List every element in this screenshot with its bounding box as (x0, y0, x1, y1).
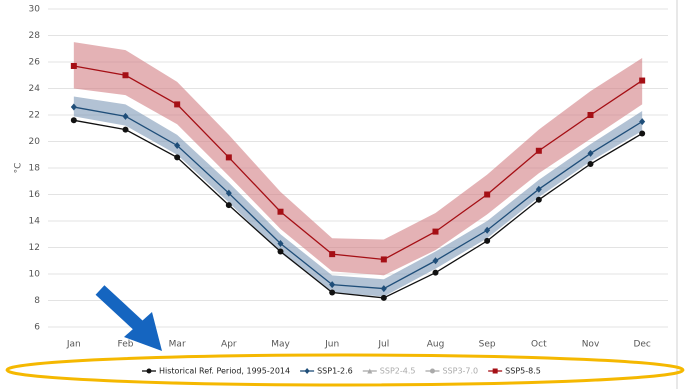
marker (329, 281, 336, 289)
marker (484, 226, 491, 234)
series-line (73, 65, 643, 261)
marker (122, 72, 129, 79)
y-tick-label: 26 (29, 58, 41, 68)
marker (122, 126, 129, 133)
marker (277, 240, 284, 248)
legend-label: SSP2-4.5 (380, 367, 416, 376)
y-tick-label: 22 (29, 111, 40, 121)
marker (146, 368, 152, 374)
marker (429, 368, 435, 374)
legend-label: SSP5-8.5 (505, 367, 541, 376)
y-tick-label: 6 (34, 323, 40, 333)
legend-label: Historical Ref. Period, 1995-2014 (159, 367, 290, 376)
y-tick-label: 14 (29, 217, 41, 227)
range-band (73, 42, 643, 276)
marker (535, 185, 542, 193)
x-tick-label: Jul (377, 340, 389, 350)
series-line (73, 119, 643, 299)
y-tick-label: 8 (34, 296, 40, 306)
y-tick-label: 20 (29, 137, 41, 147)
y-tick-label: 24 (29, 84, 41, 94)
marker (70, 62, 77, 69)
marker (432, 228, 439, 235)
marker (70, 103, 77, 111)
marker (587, 149, 594, 157)
y-tick-label: 18 (29, 164, 41, 174)
marker (380, 285, 387, 293)
legend: Historical Ref. Period, 1995-2014 SSP1-2.… (142, 367, 541, 376)
legend-item: SSP1-2.6 (300, 367, 353, 376)
legend-label: SSP3-7.0 (442, 367, 478, 376)
legend-item: SSP3-7.0 (425, 367, 478, 376)
legend-item: SSP5-8.5 (488, 367, 541, 376)
y-axis-label: °C (14, 163, 24, 174)
x-tick-label: Jun (324, 340, 339, 350)
x-tick-label: Sep (479, 340, 496, 350)
series-line (73, 106, 643, 290)
marker (329, 251, 336, 258)
x-tick-label: Aug (427, 340, 445, 350)
arrow (95, 285, 162, 351)
y-tick-label: 10 (29, 270, 41, 280)
marker (225, 189, 232, 197)
highlight-ellipse (5, 353, 685, 387)
marker (587, 161, 594, 168)
marker (174, 141, 181, 149)
x-tick-label: Oct (531, 340, 547, 350)
x-tick-label: Feb (118, 340, 134, 350)
marker (492, 368, 498, 374)
legend-label: SSP1-2.6 (317, 367, 353, 376)
arrow-head (124, 312, 162, 351)
marker (380, 294, 387, 301)
marker (225, 202, 232, 209)
marker (225, 154, 232, 161)
marker (329, 289, 336, 296)
y-tick-label: 30 (29, 5, 41, 15)
marker (174, 101, 181, 108)
marker (432, 257, 439, 265)
x-tick-label: Mar (169, 340, 186, 350)
x-tick-label: Apr (221, 340, 237, 350)
arrow-shaft (95, 285, 145, 332)
x-tick-label: Nov (582, 340, 600, 350)
marker (587, 112, 594, 118)
marker (432, 269, 439, 276)
marker (639, 77, 646, 84)
marker (484, 237, 491, 244)
range-band (73, 96, 643, 297)
x-tick-label: Dec (633, 340, 650, 350)
legend-item: SSP2-4.5 (362, 367, 416, 376)
marker (304, 368, 310, 374)
marker (174, 154, 181, 161)
legend-item: Historical Ref. Period, 1995-2014 (142, 367, 290, 376)
marker (535, 147, 542, 154)
y-tick-label: 12 (29, 243, 40, 253)
marker (367, 368, 373, 374)
y-tick-label: 28 (29, 31, 41, 41)
marker (70, 117, 77, 124)
x-tick-label: May (271, 340, 290, 350)
x-tick-label: Jan (66, 340, 81, 350)
marker (380, 256, 387, 263)
plot: 6 8 10 12 14 16 18 20 22 24 26 28 30 Jan Feb Mar Apr May J… (29, 5, 668, 350)
marker (122, 112, 129, 120)
marker (639, 118, 646, 126)
marker (535, 196, 542, 203)
marker (277, 208, 284, 215)
marker (277, 248, 284, 255)
y-tick-label: 16 (29, 190, 41, 200)
marker (639, 130, 646, 137)
marker (484, 191, 491, 198)
